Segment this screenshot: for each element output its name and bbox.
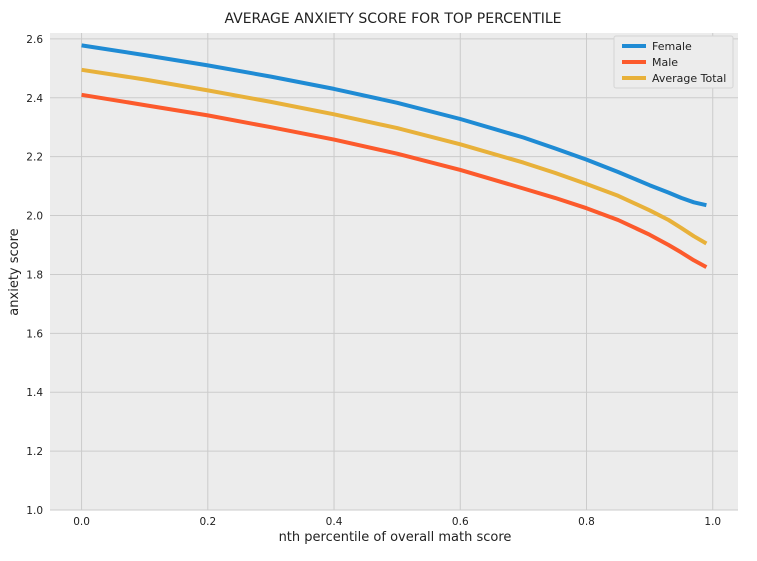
y-tick-label: 2.6 [26,34,43,46]
y-tick-label: 2.2 [26,152,43,164]
y-tick-label: 1.4 [26,387,43,399]
series-lines [81,43,708,269]
x-tick-label: 1.0 [704,516,721,528]
legend-label-average-total: Average Total [652,72,726,85]
x-tick-label: 0.0 [73,516,90,528]
x-tick-label: 0.2 [199,516,216,528]
y-tick-label: 2.0 [26,211,43,223]
y-axis-label: anxiety score [7,228,22,315]
series-line-average-total [81,67,708,246]
series-line-male [81,92,708,269]
legend-box [613,35,734,89]
x-tick-label: 0.4 [326,516,343,528]
y-tick-label: 1.6 [26,328,43,340]
y-tick-label: 1.2 [26,446,43,458]
series-line-female [81,43,707,208]
plot-area [50,33,738,510]
x-tick-label: 0.6 [452,516,469,528]
legend: Female Male Average Total [613,35,734,89]
y-axis: 1.0 1.2 1.4 1.6 1.8 2.0 2.2 2.4 2.6 [26,34,43,517]
y-tick-label: 1.8 [26,269,43,281]
x-axis: 0.0 0.2 0.4 0.6 0.8 1.0 [73,516,721,528]
legend-label-male: Male [652,56,678,69]
y-tick-label: 1.0 [26,505,43,517]
x-axis-label: nth percentile of overall math score [279,530,512,545]
x-tick-label: 0.8 [578,516,595,528]
chart-title: AVERAGE ANXIETY SCORE FOR TOP PERCENTILE [224,11,561,27]
legend-label-female: Female [652,40,692,53]
y-tick-label: 2.4 [26,93,43,105]
